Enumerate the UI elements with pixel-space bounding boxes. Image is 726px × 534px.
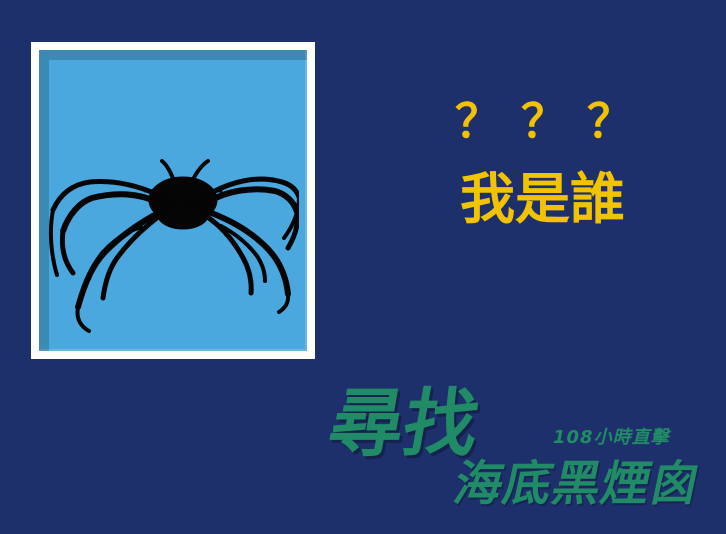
logo-title-main: 尋找	[322, 381, 486, 467]
question-marks: ？？？	[455, 94, 653, 148]
crab-silhouette-icon	[48, 159, 299, 333]
image-frame	[31, 42, 315, 359]
image-background	[39, 50, 307, 351]
logo-badge: 108小時直擊	[553, 427, 670, 448]
program-logo: 尋找 108小時直擊 海底黑煙囪	[322, 381, 706, 524]
question-text: 我是誰	[459, 167, 625, 231]
logo-title-sub: 海底黑煙囪	[449, 456, 706, 512]
